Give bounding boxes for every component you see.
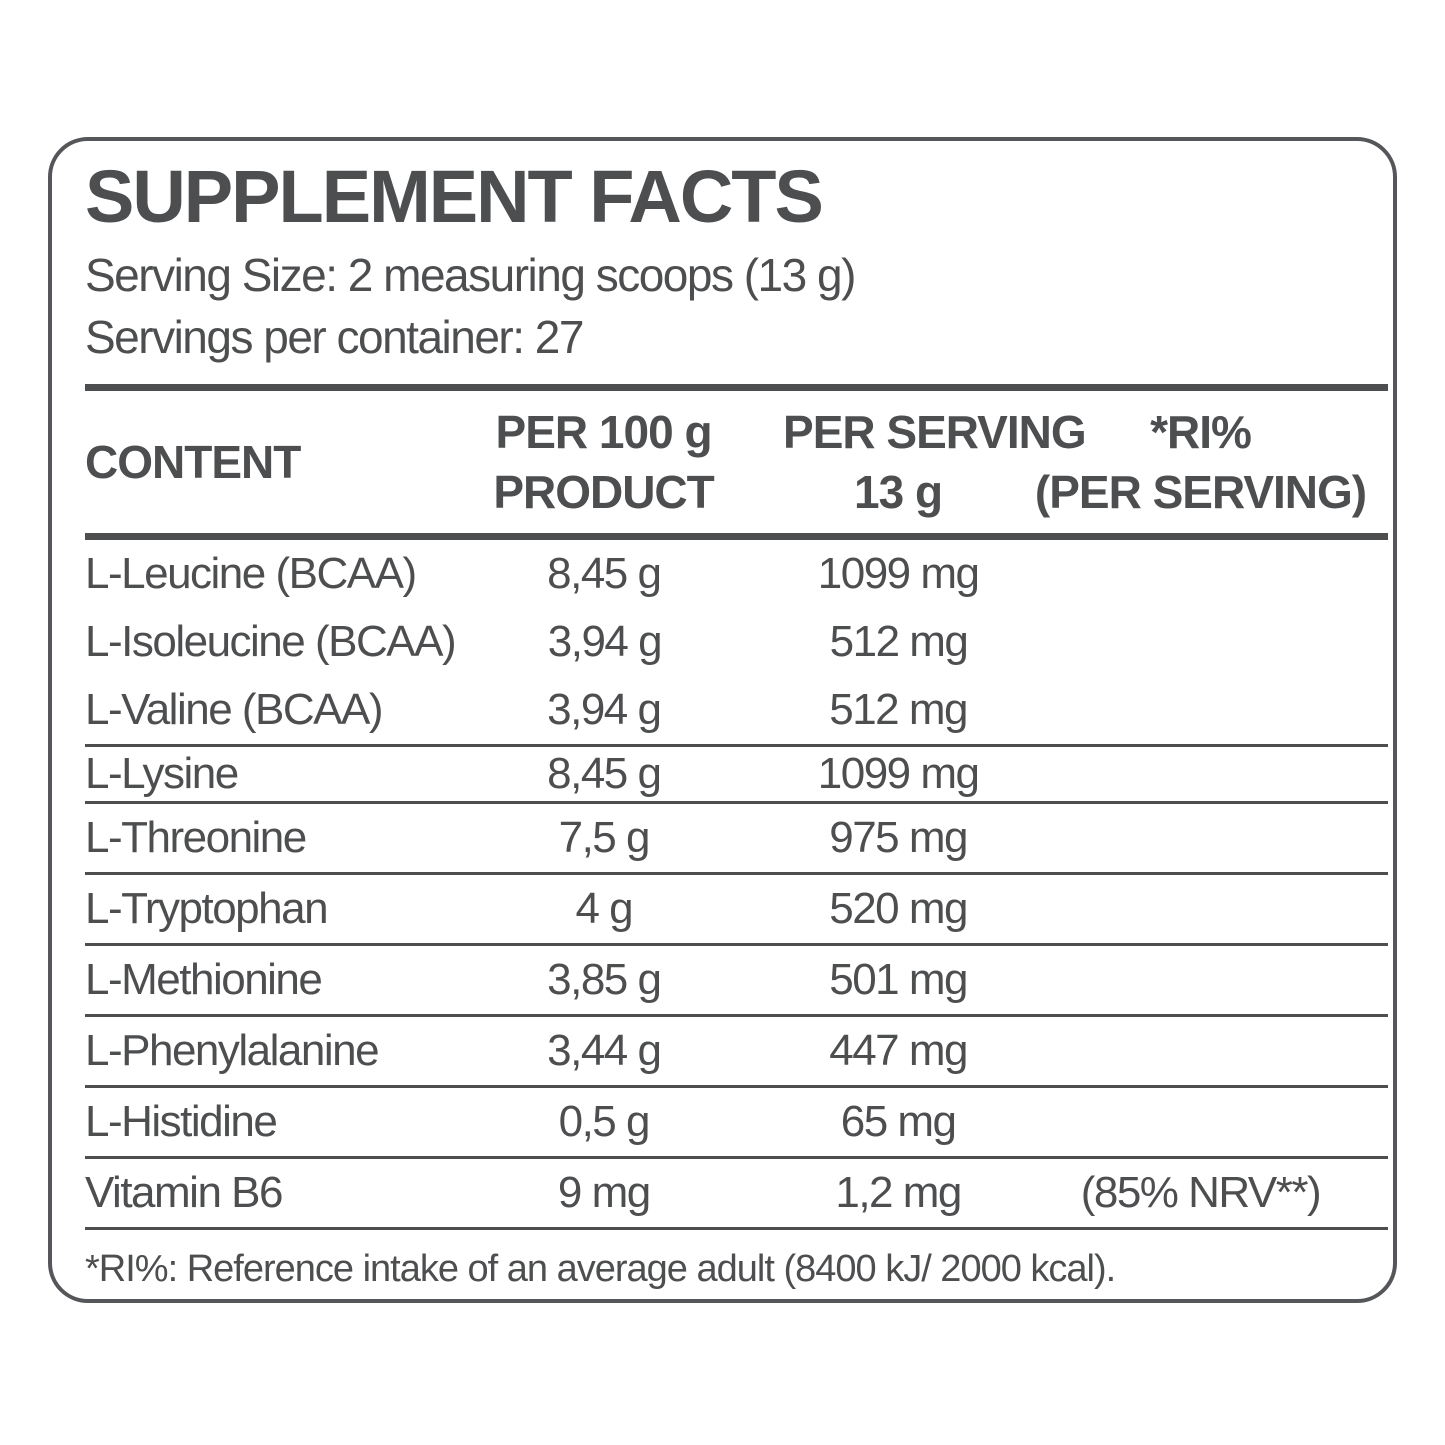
- row-divider: [85, 1227, 1388, 1230]
- cell-per-serving: 975 mg: [829, 813, 968, 862]
- supplement-facts-label: SUPPLEMENT FACTS Serving Size: 2 measuri…: [48, 137, 1397, 1303]
- table-row: L-Tryptophan 4 g 520 mg: [85, 875, 1388, 943]
- serving-size-text: Serving Size: 2 measuring scoops (13 g): [85, 249, 856, 301]
- cell-per-100g: 8,45 g: [547, 549, 662, 598]
- header-bottom-rule: [85, 533, 1388, 540]
- table-row: Vitamin B6 9 mg 1,2 mg (85% NRV**): [85, 1159, 1388, 1227]
- table-row: L-Threonine 7,5 g 975 mg: [85, 804, 1388, 872]
- cell-per-100g: 7,5 g: [558, 813, 651, 862]
- cell-per-serving: 1099 mg: [817, 549, 980, 598]
- cell-per-100g: 3,94 g: [547, 617, 663, 666]
- nutrient-table-body: L-Leucine (BCAA) 8,45 g 1099 mg L-Isoleucin…: [85, 540, 1388, 1230]
- cell-content: L-Methionine: [85, 955, 323, 1004]
- table-row: L-Isoleucine (BCAA) 3,94 g 512 mg: [85, 608, 1388, 676]
- cell-per-100g: 3,94 g: [547, 685, 662, 734]
- cell-content: L-Histidine: [85, 1097, 278, 1146]
- header-content-label: CONTENT: [85, 436, 301, 488]
- row-divider: [85, 1014, 1388, 1017]
- cell-per-serving: 512 mg: [829, 685, 968, 734]
- cell-ri: (85% NRV**): [1080, 1168, 1322, 1217]
- cell-per-serving: 501 mg: [829, 955, 968, 1004]
- cell-content: L-Tryptophan: [85, 884, 329, 933]
- cell-per-100g: 3,44 g: [547, 1026, 662, 1075]
- header-per-serving-line2: 13 g: [854, 466, 943, 518]
- cell-per-serving: 1,2 mg: [835, 1168, 962, 1217]
- row-divider: [85, 943, 1388, 946]
- cell-content: L-Valine (BCAA): [85, 685, 384, 734]
- row-divider: [85, 801, 1388, 804]
- header-per-100g-line1: PER 100 g: [495, 406, 713, 458]
- header-per-serving: PER SERVING 13 g: [783, 391, 1087, 533]
- footnote-text: *RI%: Reference intake of an average adu…: [85, 1248, 1116, 1290]
- cell-per-serving: 512 mg: [829, 617, 969, 666]
- header-content: CONTENT: [85, 391, 424, 533]
- header-per-100g: PER 100 g PRODUCT: [424, 391, 783, 533]
- cell-content: L-Leucine (BCAA): [85, 549, 417, 598]
- row-divider: [85, 744, 1388, 747]
- cell-content: Vitamin B6: [85, 1168, 283, 1217]
- label-content: SUPPLEMENT FACTS Serving Size: 2 measuri…: [85, 141, 1388, 1299]
- header-per-serving-line1: PER SERVING: [783, 406, 1087, 458]
- table-row: L-Phenylalanine 3,44 g 447 mg: [85, 1017, 1388, 1085]
- cell-content: L-Phenylalanine: [85, 1026, 380, 1075]
- label-title: SUPPLEMENT FACTS: [85, 155, 824, 238]
- cell-per-100g: 4 g: [575, 884, 633, 933]
- row-divider: [85, 872, 1388, 875]
- header-top-rule: [85, 384, 1388, 391]
- cell-per-serving: 1099 mg: [817, 749, 980, 798]
- header-ri-line1: *RI%: [1150, 406, 1252, 458]
- table-row: L-Leucine (BCAA) 8,45 g 1099 mg: [85, 540, 1388, 608]
- serving-info: Serving Size: 2 measuring scoops (13 g) …: [85, 244, 1388, 368]
- table-row: L-Lysine 8,45 g 1099 mg: [85, 747, 1388, 801]
- cell-per-100g: 3,85 g: [547, 955, 662, 1004]
- cell-content: L-Lysine: [85, 749, 239, 798]
- row-divider: [85, 1156, 1388, 1159]
- header-ri-line2: (PER SERVING): [1034, 466, 1367, 518]
- header-per-100g-line2: PRODUCT: [493, 466, 714, 518]
- cell-per-serving: 65 mg: [840, 1097, 957, 1146]
- row-divider: [85, 1085, 1388, 1088]
- cell-per-serving: 520 mg: [829, 884, 968, 933]
- cell-content: L-Threonine: [85, 813, 307, 862]
- cell-per-100g: 9 mg: [557, 1168, 651, 1217]
- cell-per-100g: 0,5 g: [558, 1097, 651, 1146]
- table-row: L-Histidine 0,5 g 65 mg: [85, 1088, 1388, 1156]
- header-ri-percent: *RI% (PER SERVING): [1013, 391, 1388, 533]
- cell-content: L-Isoleucine (BCAA): [85, 617, 457, 666]
- cell-per-100g: 8,45 g: [547, 749, 662, 798]
- table-row: L-Methionine 3,85 g 501 mg: [85, 946, 1388, 1014]
- table-row: L-Valine (BCAA) 3,94 g 512 mg: [85, 676, 1388, 744]
- nutrient-table-header: CONTENT PER 100 g PRODUCT PER SERVING 13…: [85, 391, 1388, 533]
- cell-per-serving: 447 mg: [829, 1026, 968, 1075]
- servings-per-container-text: Servings per container: 27: [85, 311, 584, 363]
